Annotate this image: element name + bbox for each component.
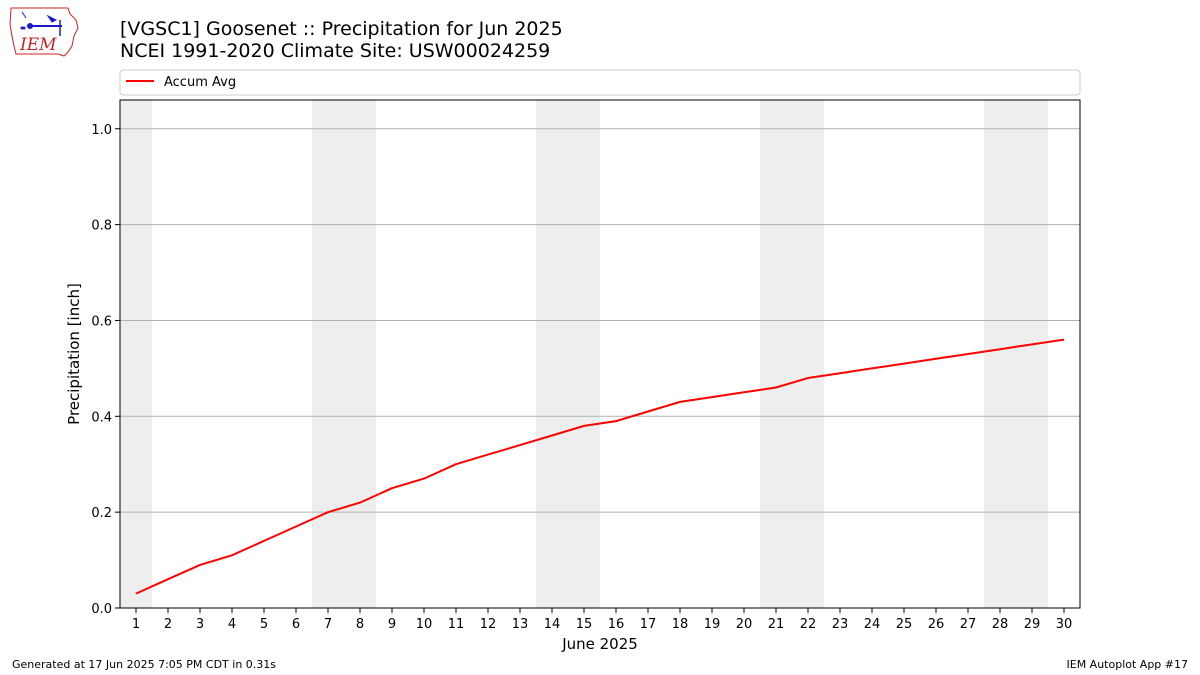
x-tick-label-0: 1 <box>132 617 140 632</box>
x-tick-label-4: 5 <box>260 617 268 632</box>
x-tick-label-2: 3 <box>196 617 204 632</box>
weekend-band-day-1 <box>120 100 152 608</box>
weekend-bands <box>120 100 1048 608</box>
y-tick-label-3: 0.6 <box>91 314 112 329</box>
x-tick-label-24: 25 <box>896 617 913 632</box>
y-axis-label: Precipitation [inch] <box>65 283 83 425</box>
x-tick-label-29: 30 <box>1056 617 1073 632</box>
weather-station-icon <box>20 11 62 36</box>
x-tick-label-15: 16 <box>608 617 625 632</box>
x-tick-label-28: 29 <box>1024 617 1041 632</box>
weekend-band-day-14 <box>536 100 568 608</box>
x-axis-ticks: 1 2 3 4 5 6 7 8 9 10 11 12 13 14 15 16 17 18 19 20 21 22 23 24 2… <box>132 608 1072 632</box>
weekend-band-day-28 <box>984 100 1016 608</box>
plot-frame <box>119 99 1081 609</box>
y-tick-label-0: 0.0 <box>91 602 112 617</box>
legend: Accum Avg <box>119 69 1081 96</box>
x-tick-label-17: 18 <box>672 617 689 632</box>
iowa-outline-icon <box>9 7 79 57</box>
logo-text: IEM <box>19 35 57 55</box>
y-tick-label-5: 1.0 <box>91 123 112 138</box>
chart-subtitle: NCEI 1991-2020 Climate Site: USW00024259 <box>120 40 551 62</box>
x-tick-label-6: 7 <box>324 617 332 632</box>
x-tick-label-10: 11 <box>448 617 465 632</box>
legend-label-accum-avg: Accum Avg <box>164 75 236 90</box>
weekend-band-day-21 <box>760 100 792 608</box>
x-tick-label-16: 17 <box>640 617 657 632</box>
x-tick-label-27: 28 <box>992 617 1009 632</box>
x-tick-label-20: 21 <box>768 617 785 632</box>
series-lines <box>135 338 1065 595</box>
weekend-band-day-22 <box>792 100 824 608</box>
y-tick-label-2: 0.4 <box>91 410 112 425</box>
weekend-band-day-29 <box>1016 100 1048 608</box>
x-tick-label-25: 26 <box>928 617 945 632</box>
x-axis-label: June 2025 <box>561 635 638 653</box>
footer-app-text: IEM Autoplot App #17 <box>1066 658 1189 671</box>
x-tick-label-1: 2 <box>164 617 172 632</box>
legend-box <box>119 69 1081 96</box>
x-tick-label-12: 13 <box>512 617 529 632</box>
y-tick-label-1: 0.2 <box>91 506 112 521</box>
x-tick-label-23: 24 <box>864 617 881 632</box>
y-axis-ticks: 0.0 0.2 0.4 0.6 0.8 1.0 <box>91 123 120 617</box>
x-tick-label-8: 9 <box>388 617 396 632</box>
x-tick-label-7: 8 <box>356 617 364 632</box>
y-tick-label-4: 0.8 <box>91 219 112 234</box>
x-tick-label-5: 6 <box>292 617 300 632</box>
x-tick-label-11: 12 <box>480 617 497 632</box>
x-tick-label-9: 10 <box>416 617 433 632</box>
x-tick-label-21: 22 <box>800 617 817 632</box>
x-tick-label-3: 4 <box>228 617 236 632</box>
x-tick-label-26: 27 <box>960 617 977 632</box>
x-tick-label-18: 19 <box>704 617 721 632</box>
weekend-band-day-8 <box>344 100 376 608</box>
x-tick-label-19: 20 <box>736 617 753 632</box>
footer-generated-text: Generated at 17 Jun 2025 7:05 PM CDT in … <box>12 658 277 671</box>
x-tick-label-13: 14 <box>544 617 561 632</box>
iem-logo: IEM <box>9 7 79 57</box>
series-line-0 <box>135 338 1065 595</box>
weekend-band-day-7 <box>312 100 344 608</box>
weekend-band-day-15 <box>568 100 600 608</box>
chart-title: [VGSC1] Goosenet :: Precipitation for Ju… <box>120 18 563 40</box>
x-tick-label-14: 15 <box>576 617 593 632</box>
x-tick-label-22: 23 <box>832 617 849 632</box>
